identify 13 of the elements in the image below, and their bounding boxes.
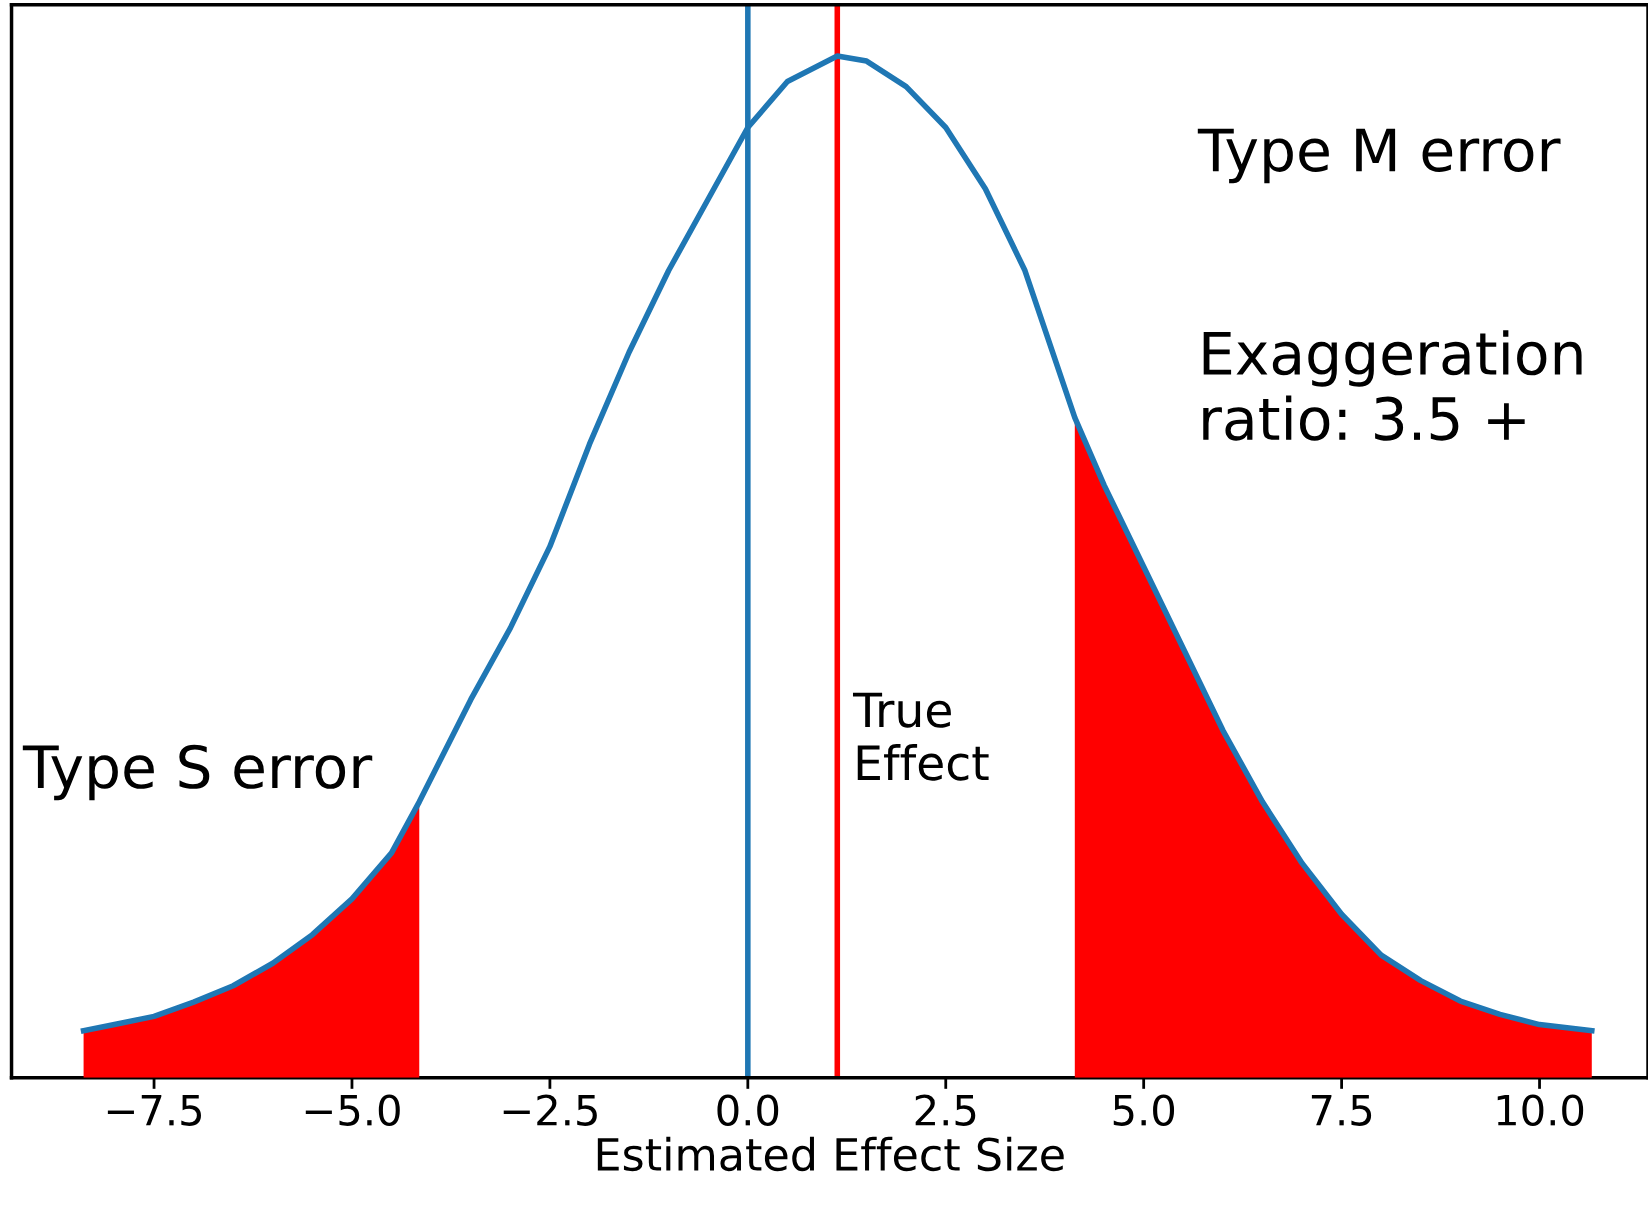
x-tick-label: −5.0 (305, 1094, 400, 1126)
x-tick-label: 2.5 (915, 1094, 976, 1126)
x-tick-label: −7.5 (107, 1094, 201, 1126)
x-tick-label: −2.5 (503, 1094, 597, 1126)
x-tick-label: 0.0 (717, 1094, 779, 1126)
annotation: Type S error (22, 744, 373, 801)
ref-line-label: True Effect (852, 692, 989, 781)
x-tick-label: 10.0 (1497, 1094, 1584, 1126)
annotation: Type M error (1197, 128, 1561, 184)
x-tick-label: 5.0 (1113, 1094, 1175, 1126)
x-axis-title: Estimated Effect Size (597, 1136, 1064, 1172)
x-tick-label: 7.5 (1311, 1094, 1372, 1126)
annotation: Exaggeration ratio: 3.5 + (1203, 330, 1582, 441)
